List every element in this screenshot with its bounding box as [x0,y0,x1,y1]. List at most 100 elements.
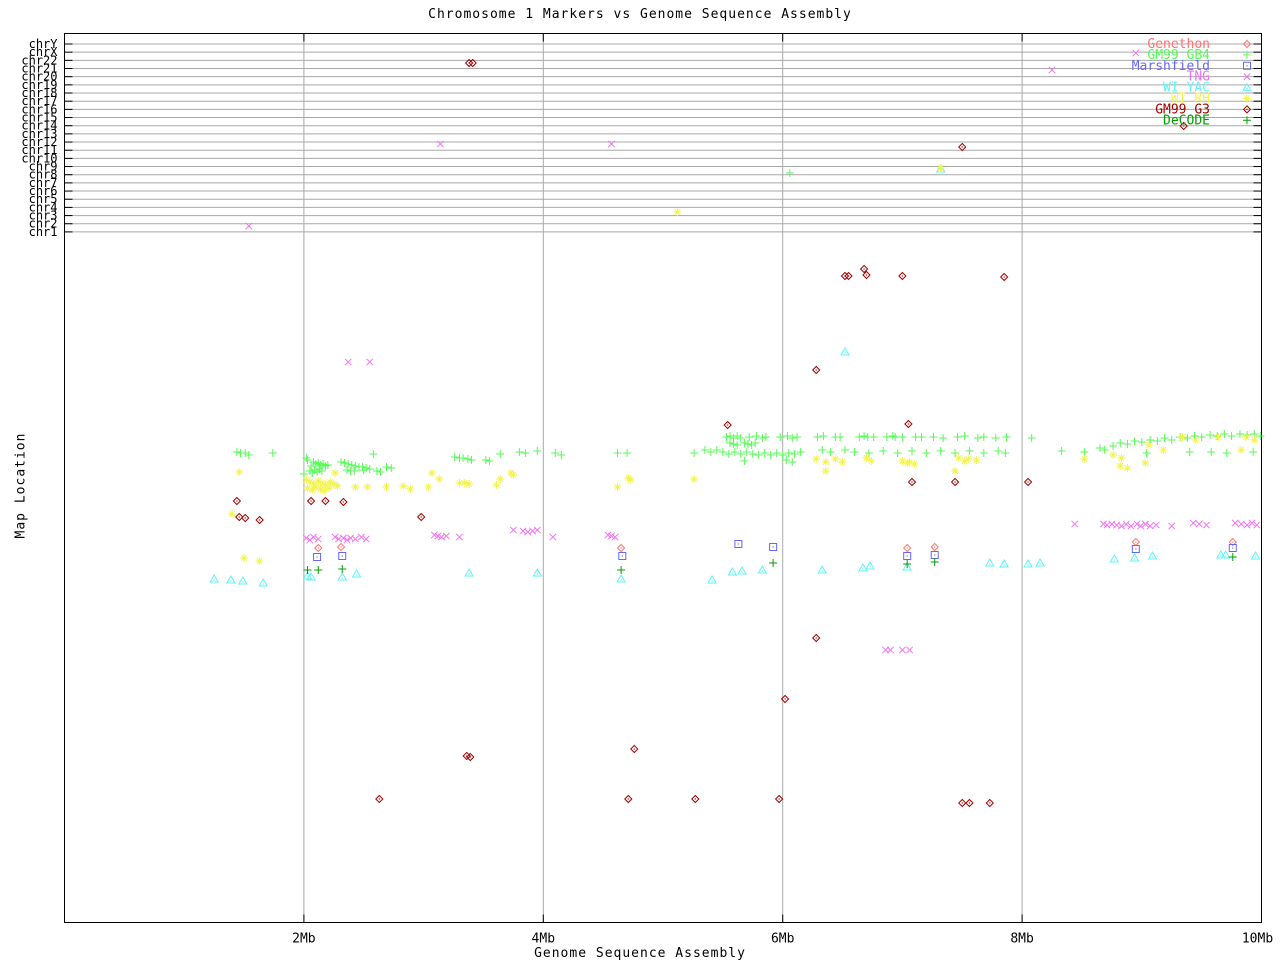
data-point-wi-rh [867,457,876,465]
data-point-gm99-gb4 [726,439,735,447]
data-point-gm99-gb4 [973,434,982,442]
data-point-gm99-gb4 [485,457,494,465]
data-point-gm99-gb4 [891,433,900,441]
data-point-gm99-gb4 [515,448,524,456]
data-point-gm99-gb4 [323,461,332,469]
data-point-gm99-gb4 [459,454,468,462]
data-point-gm99-gb4 [351,462,360,470]
data-point-wi-rh [1123,464,1132,472]
data-point-wi-yac [351,568,362,578]
data-point-gm99-gb4 [1183,434,1192,442]
data-point-tng [1237,520,1245,528]
data-point-gm99-gb4 [785,169,794,177]
y-tick-label: chr1 [29,225,58,239]
data-point-gm99-gb4 [740,439,749,447]
data-point-wi-yac [737,565,747,575]
data-point-gm99-gb4 [724,450,733,458]
data-point-wi-rh [331,469,340,477]
data-point-gm99-gb4 [860,432,869,440]
data-point-gm99-g3 [812,633,821,643]
data-point-tng [339,534,347,542]
data-point-gm99-gb4 [991,434,1000,442]
data-point-gm99-gb4 [533,447,542,455]
data-point-wi-rh [424,483,433,491]
data-point-gm99-gb4 [1197,433,1206,441]
legend-label: WI YAC [1163,81,1210,96]
data-point-tng [442,532,450,540]
data-point-tng [611,533,619,541]
data-point-gm99-gb4 [450,453,459,461]
data-point-gm99-g3 [339,497,348,507]
data-point-gm99-g3 [844,271,853,281]
data-point-tng [1117,522,1126,530]
data-point-marshfield [1131,545,1140,553]
y-tick-label: chrX [29,45,59,59]
y-tick-label: chr4 [29,200,58,214]
y-tick-label: chrY [29,37,59,51]
data-point-gm99-gb4 [1080,448,1089,456]
data-point-genethon [336,542,346,552]
data-point-gm99-gb4 [372,467,381,475]
data-point-gm99-gb4 [754,451,763,459]
data-point-wi-yac [464,567,474,577]
data-point-tng [1253,521,1261,529]
data-point-tng [898,646,906,654]
legend-label: DeCODE [1163,113,1210,128]
y-tick-label: chr5 [29,192,58,206]
data-point-gm99-gb4 [365,465,374,473]
data-point-gm99-gb4 [337,458,346,466]
data-point-gm99-gb4 [917,433,926,441]
data-point-tng [302,534,310,542]
data-point-gm99-gb4 [232,448,241,456]
data-point-gm99-g3 [466,752,475,762]
data-point-gm99-gb4 [788,458,797,466]
y-tick-label: chr19 [21,78,57,92]
data-point-gm99-gb4 [818,446,827,454]
data-point-gm99-gb4 [1137,438,1146,446]
data-point-gm99-gb4 [382,463,391,471]
legend-label: Genethon [1147,37,1210,52]
data-point-gm99-gb4 [1160,434,1169,442]
x-tick-label: 6Mb [771,932,795,947]
y-tick-label: chr7 [29,176,58,190]
data-point-gm99-gb4 [907,447,916,455]
data-point-gm99-g3 [999,272,1009,282]
legend-marker [1243,116,1251,125]
data-point-tng [1127,522,1135,530]
data-point-wi-yac [727,566,738,576]
legend-marker [1243,73,1251,81]
data-point-gm99-gb4 [751,439,760,447]
x-tick-label: 4Mb [532,932,556,947]
data-point-tng [886,646,894,654]
data-point-gm99-gb4 [1130,437,1139,445]
data-point-wi-yac [999,558,1010,568]
data-point-gm99-gb4 [819,432,828,440]
data-point-tng [1141,520,1149,528]
data-point-wi-yac [237,575,248,585]
data-point-gm99-gb4 [979,433,988,441]
data-point-gm99-gb4 [760,449,769,457]
data-point-wi-rh [351,483,360,491]
data-point-gm99-gb4 [784,449,793,457]
y-tick-label: chr6 [29,184,58,198]
data-point-gm99-g3 [950,477,960,487]
data-point-gm99-gb4 [1146,436,1155,444]
data-point-gm99-gb4 [369,450,378,458]
data-point-wi-rh [302,476,311,484]
y-tick-label: chr3 [29,209,58,223]
data-point-wi-rh [308,486,317,494]
data-point-gm99-gb4 [700,446,709,454]
data-point-wi-rh [255,557,264,565]
data-point-wi-yac [1129,552,1140,562]
data-point-wi-yac [858,562,868,572]
data-point-gm99-g3 [462,751,471,761]
data-point-gm99-gb4 [1227,432,1236,440]
x-tick-label: 2Mb [292,932,316,947]
y-tick-label: chr17 [21,94,57,108]
data-point-wi-rh [321,481,330,489]
data-point-gm99-gb4 [1167,436,1176,444]
data-point-marshfield [930,551,939,559]
data-point-tng [1071,520,1079,528]
data-point-gm99-gb4 [623,449,632,457]
y-tick-label: chr13 [21,127,57,141]
